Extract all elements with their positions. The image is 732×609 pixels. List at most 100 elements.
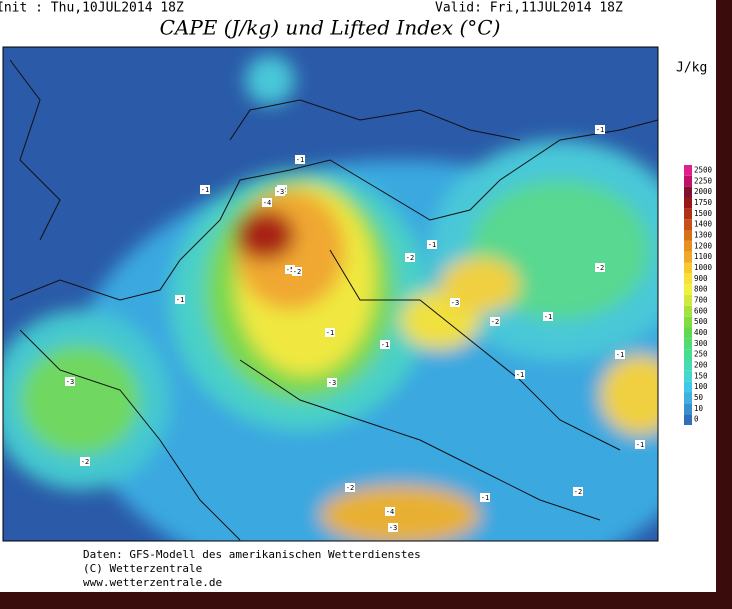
colorbar-swatch: [684, 338, 692, 350]
contour-label-box: [380, 340, 390, 349]
contour-label-box: [515, 370, 525, 379]
contour-label: -2: [491, 318, 499, 326]
contour-label: -4: [263, 199, 271, 207]
colorbar-swatch: [684, 370, 692, 382]
colorbar-swatch: [684, 219, 692, 230]
colorbar-label: 1000: [694, 263, 713, 272]
colorbar-label: 1750: [694, 198, 713, 207]
colorbar-label: 10: [694, 404, 704, 413]
unit-label: J/kg: [676, 61, 707, 76]
contour-label: -2: [81, 458, 89, 466]
colorbar-swatch: [684, 208, 692, 220]
colorbar-label: 800: [694, 285, 708, 294]
contour-label: -3: [451, 299, 459, 307]
colorbar-swatch: [684, 295, 692, 306]
colorbar-swatch: [684, 381, 692, 393]
contour-label-box: [405, 253, 415, 262]
contour-label: -1: [544, 313, 552, 321]
colorbar-label: 2250: [694, 176, 713, 185]
colorbar-swatch: [684, 349, 692, 360]
colorbar-label: 1200: [694, 241, 713, 250]
contour-label-box: [595, 263, 605, 272]
colorbar-swatch: [684, 186, 692, 198]
colorbar-swatch: [684, 273, 692, 285]
colorbar-label: 400: [694, 328, 708, 337]
contour-label-box: [635, 440, 645, 449]
colorbar-swatch: [684, 262, 692, 274]
contour-label: -2: [574, 488, 582, 496]
contour-label-box: [450, 298, 460, 307]
colorbar-label: 900: [694, 274, 708, 283]
colorbar-swatch: [684, 414, 692, 425]
contour-label-box: [573, 487, 583, 496]
footer-line: (C) Wetterzentrale: [83, 562, 202, 575]
contour-label-box: [325, 328, 335, 337]
contour-label: -1: [428, 241, 436, 249]
contour-label-box: [80, 457, 90, 466]
contour-label-box: [595, 125, 605, 134]
colorbar-label: 50: [694, 393, 704, 402]
colorbar-swatch: [684, 165, 692, 176]
contour-label: -1: [616, 351, 624, 359]
contour-label-box: [345, 483, 355, 492]
colorbar-swatch: [684, 403, 692, 415]
contour-label-box: [543, 312, 553, 321]
contour-label-box: [295, 155, 305, 164]
colorbar-label: 1300: [694, 230, 713, 239]
map-title: CAPE (J/kg) und Lifted Index (°C): [160, 16, 501, 40]
colorbar-label: 250: [694, 350, 708, 359]
footer-line: Daten: GFS-Modell des amerikanischen Wet…: [83, 548, 421, 561]
colorbar-label: 300: [694, 339, 708, 348]
colorbar-label: 1400: [694, 220, 713, 229]
contour-label-box: [275, 187, 285, 196]
contour-label: -3: [389, 524, 397, 532]
contour-label-box: [285, 265, 295, 274]
init-time: Init : Thu,10JUL2014 18Z: [0, 1, 184, 16]
contour-label: -1: [516, 371, 524, 379]
contour-label: -4: [386, 508, 394, 516]
valid-time: Valid: Fri,11JUL2014 18Z: [435, 1, 623, 16]
colorbar-swatch: [684, 197, 692, 209]
contour-label-box: [385, 507, 395, 516]
contour-label: -2: [406, 254, 414, 262]
contour-label: -3: [328, 379, 336, 387]
contour-label: -1: [381, 341, 389, 349]
colorbar-swatch: [684, 175, 692, 187]
colorbar-swatch: [684, 240, 692, 252]
colorbar-label: 2500: [694, 165, 713, 174]
contour-label-box: [65, 377, 75, 386]
colorbar-swatch: [684, 392, 692, 404]
contour-labels: -1 -2 -3 -4 -5 -1 -1 -2 -3 -1 -1 -2 -1 -2 -3 -1 -2 -1 -1 -2…: [65, 125, 645, 532]
contour-label: -1: [636, 441, 644, 449]
colorbar-label: 700: [694, 295, 708, 304]
colorbar-label: 150: [694, 371, 708, 380]
contour-label: -1: [481, 494, 489, 502]
contour-label-box: [388, 523, 398, 532]
contour-label-box: [200, 185, 210, 194]
contour-label: -2: [293, 268, 301, 276]
contour-label-box: [490, 317, 500, 326]
contour-label-box: [262, 198, 272, 207]
colorbar-label: 1100: [694, 252, 713, 261]
contour-label: -1: [296, 156, 304, 164]
contour-label: -2: [596, 264, 604, 272]
contour-label: -3: [66, 378, 74, 386]
map-frame: [2, 46, 659, 542]
contour-label-box: [175, 295, 185, 304]
footer-line: www.wetterzentrale.de: [83, 576, 222, 589]
contour-label-box: [427, 240, 437, 249]
contour-label: -1: [176, 296, 184, 304]
colorbar-swatch: [684, 305, 692, 317]
contour-label: -5: [286, 266, 294, 274]
coastlines: [9, 59, 658, 541]
colorbar-swatch: [684, 360, 692, 371]
contour-label-box: [327, 378, 337, 387]
colorbar-swatch: [684, 316, 692, 328]
map: -1 -2 -3 -4 -5 -1 -1 -2 -3 -1 -1 -2 -1 -2 -3 -1 -2 -1 -1 -2…: [3, 47, 658, 541]
contour-label: -1: [596, 126, 604, 134]
contour-label: -3: [276, 188, 284, 196]
colorbar-label: 1500: [694, 209, 713, 218]
colorbar-swatch: [684, 284, 692, 295]
